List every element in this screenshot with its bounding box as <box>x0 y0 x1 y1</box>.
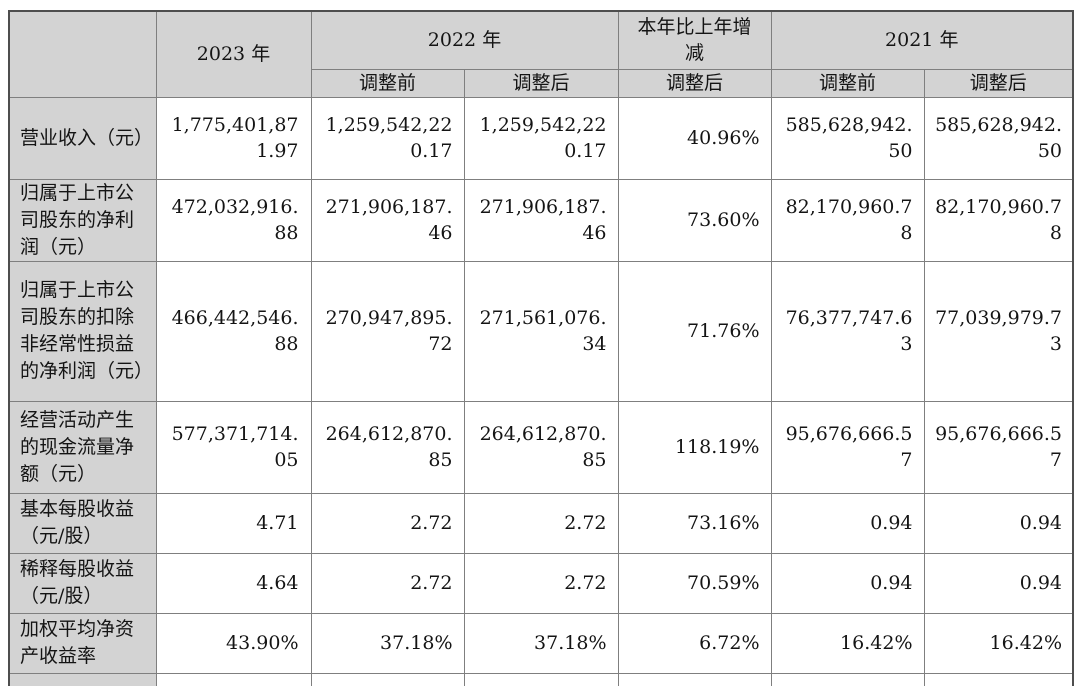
col-header-2021: 2021 年 <box>770 10 1074 70</box>
value-2022-after: 264,612,870.85 <box>463 400 619 494</box>
table-row-net-profit-excl-nonrecurring: 归属于上市公司股东的扣除非经常性损益的净利润（元） 466,442,546.88… <box>8 260 1074 402</box>
table-row-weighted-avg-roe: 加权平均净资产收益率 43.90% 37.18% 37.18% 6.72% 16… <box>8 612 1074 674</box>
value-2022-before: 1,259,542,220.17 <box>310 96 465 180</box>
value-change: 73.60% <box>617 178 772 262</box>
value-2022-after: 2.72 <box>463 492 619 554</box>
subheader-2021-after: 调整后 <box>923 68 1074 98</box>
value-change: 118.19% <box>617 400 772 494</box>
value-2022-before: 264,612,870.85 <box>310 400 465 494</box>
value-change: 71.76% <box>617 260 772 402</box>
value-2022-after: 271,906,187.46 <box>463 178 619 262</box>
row-label: 稀释每股收益（元/股） <box>8 552 157 614</box>
value-2021-before: 585,628,942.50 <box>770 96 925 180</box>
col-header-change: 本年比上年增减 <box>617 10 772 70</box>
table-row-clipped <box>8 672 1074 686</box>
value-2023: 577,371,714.05 <box>155 400 312 494</box>
col-header-2022: 2022 年 <box>310 10 619 70</box>
value-2021-before: 95,676,666.57 <box>770 400 925 494</box>
value-change: 70.59% <box>617 552 772 614</box>
row-label: 经营活动产生的现金流量净额（元） <box>8 400 157 494</box>
subheader-2022-after: 调整后 <box>463 68 619 98</box>
value-2023: 1,775,401,871.97 <box>155 96 312 180</box>
value-2022-before: 2.72 <box>310 552 465 614</box>
value-2022-before: 270,947,895.72 <box>310 260 465 402</box>
row-label: 加权平均净资产收益率 <box>8 612 157 674</box>
value-2021-after: 0.94 <box>923 552 1074 614</box>
value-change: 73.16% <box>617 492 772 554</box>
value-2023: 4.64 <box>155 552 312 614</box>
subheader-2021-before: 调整前 <box>770 68 925 98</box>
row-label: 归属于上市公司股东的净利润（元） <box>8 178 157 262</box>
value-2021-before: 0.94 <box>770 492 925 554</box>
value-2023: 4.71 <box>155 492 312 554</box>
row-label: 归属于上市公司股东的扣除非经常性损益的净利润（元） <box>8 260 157 402</box>
value-2021-before: 76,377,747.63 <box>770 260 925 402</box>
value-2022-after: 271,561,076.34 <box>463 260 619 402</box>
value-2022-after: 2.72 <box>463 552 619 614</box>
value-2021-after: 82,170,960.78 <box>923 178 1074 262</box>
header-row-years: 2023 年 2022 年 本年比上年增减 2021 年 <box>8 10 1074 98</box>
value-change: 40.96% <box>617 96 772 180</box>
table-row-revenue: 营业收入（元） 1,775,401,871.97 1,259,542,220.1… <box>8 96 1074 180</box>
value-2021-after: 16.42% <box>923 612 1074 674</box>
financial-summary-table: 2023 年 2022 年 本年比上年增减 2021 年 调整前 调整后 调整后… <box>8 10 1074 686</box>
row-label: 营业收入（元） <box>8 96 157 180</box>
header-row-adjust: 调整前 调整后 调整后 调整前 调整后 <box>9 68 1074 98</box>
value-2022-before: 271,906,187.46 <box>310 178 465 262</box>
value-2021-after: 95,676,666.57 <box>923 400 1074 494</box>
row-label: 基本每股收益（元/股） <box>8 492 157 554</box>
table-row-operating-cash-flow: 经营活动产生的现金流量净额（元） 577,371,714.05 264,612,… <box>8 400 1074 494</box>
corner-cell <box>8 10 157 98</box>
value-2021-before: 82,170,960.78 <box>770 178 925 262</box>
value-2021-after: 0.94 <box>923 492 1074 554</box>
value-2021-before: 0.94 <box>770 552 925 614</box>
row-label <box>8 672 157 686</box>
table-row-net-profit: 归属于上市公司股东的净利润（元） 472,032,916.88 271,906,… <box>8 178 1074 262</box>
value-2021-before: 16.42% <box>770 612 925 674</box>
value-2022-after: 1,259,542,220.17 <box>463 96 619 180</box>
value-2023: 472,032,916.88 <box>155 178 312 262</box>
value-2023: 43.90% <box>155 612 312 674</box>
value-2022-after: 37.18% <box>463 612 619 674</box>
table-row-basic-eps: 基本每股收益（元/股） 4.71 2.72 2.72 73.16% 0.94 0… <box>8 492 1074 554</box>
value-2021-after: 77,039,979.73 <box>923 260 1074 402</box>
subheader-change-after: 调整后 <box>617 68 772 98</box>
col-header-2023: 2023 年 <box>155 10 312 98</box>
value-2023: 466,442,546.88 <box>155 260 312 402</box>
value-change: 6.72% <box>617 612 772 674</box>
value-2022-before: 2.72 <box>310 492 465 554</box>
subheader-2022-before: 调整前 <box>310 68 465 98</box>
table-row-diluted-eps: 稀释每股收益（元/股） 4.64 2.72 2.72 70.59% 0.94 0… <box>8 552 1074 614</box>
value-2021-after: 585,628,942.50 <box>923 96 1074 180</box>
value-2022-before: 37.18% <box>310 612 465 674</box>
